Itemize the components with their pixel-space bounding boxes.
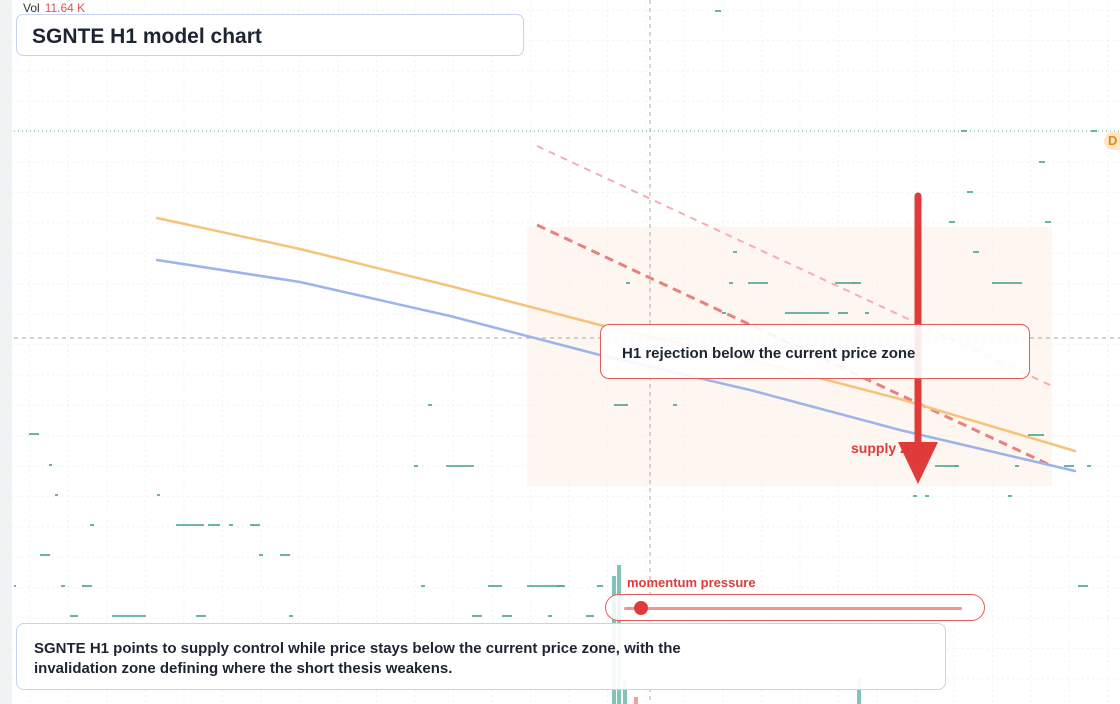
moving-average-orange — [155, 216, 1077, 453]
arrow-head — [898, 442, 938, 484]
summary-box: SGNTE H1 points to supply control while … — [16, 623, 946, 690]
momentum-label: momentum pressure — [627, 575, 756, 590]
trendline-lower — [536, 223, 1053, 468]
momentum-knob[interactable] — [634, 601, 648, 615]
volume-bar — [857, 678, 861, 704]
summary-text: SGNTE H1 points to supply control while … — [34, 640, 681, 677]
rejection-callout: H1 rejection below the current price zon… — [600, 324, 1030, 379]
down-arrow — [898, 192, 938, 484]
right-edge-badge: D — [1104, 132, 1120, 150]
page-title: SGNTE H1 model chart — [32, 25, 262, 48]
chart-title-box: SGNTE H1 model chart — [16, 14, 524, 56]
volume-bar — [623, 680, 627, 704]
supply-zone-label: supply zone — [851, 440, 932, 456]
volume-bar — [634, 697, 638, 704]
volume-value: 11.64 K — [44, 1, 86, 15]
left-edge-strip — [0, 0, 12, 704]
momentum-pressure-slider[interactable] — [605, 594, 985, 621]
candle-marks — [14, 10, 1097, 617]
volume-label: Vol — [23, 1, 40, 15]
volume-readout: Vol 11.64 K — [23, 1, 85, 15]
momentum-track-line — [624, 607, 962, 610]
rejection-callout-text: H1 rejection below the current price zon… — [622, 345, 916, 362]
